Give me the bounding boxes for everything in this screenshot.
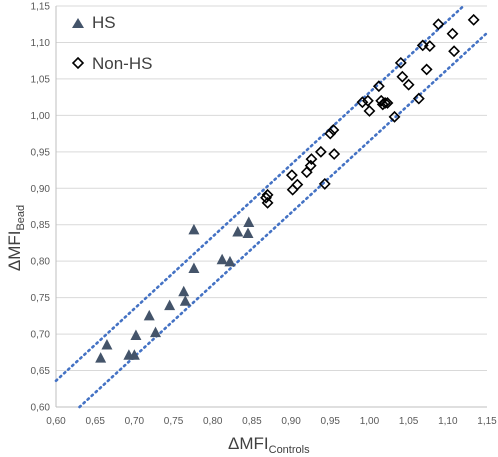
point-hs — [150, 326, 162, 338]
plot-frame — [55, 6, 487, 408]
reference-line-dotted — [78, 31, 489, 409]
y-tick-label: 0,70 — [31, 330, 51, 341]
point-hs — [232, 226, 244, 237]
point-non-hs — [423, 40, 436, 53]
point-non-hs — [324, 127, 337, 140]
x-tick-labels: 0,60 0,65 0,70 0,75 0,80 0,85 0,90 0,95 1,00 1,05… — [46, 416, 497, 427]
y-tick-label: 0,80 — [31, 257, 51, 268]
y-tick-label: 1,15 — [31, 2, 51, 13]
legend-hs-marker — [72, 18, 84, 28]
y-tick-label: 0,95 — [31, 147, 51, 158]
point-non-hs — [261, 188, 274, 201]
x-tick-label: 0,95 — [321, 416, 341, 427]
legend-hs-label: HS — [92, 13, 116, 32]
point-hs — [243, 216, 255, 228]
x-tick-label: 0,80 — [203, 416, 223, 427]
point-non-hs — [379, 97, 392, 109]
point-non-hs — [305, 153, 318, 166]
y-axis-title: ΔMFIBead — [5, 205, 27, 271]
legend-non-hs-marker — [71, 56, 85, 70]
point-non-hs — [396, 70, 409, 83]
point-hs — [101, 339, 113, 350]
reference-line-dotted — [54, 4, 465, 383]
point-hs — [224, 255, 236, 267]
x-tick-label: 1,00 — [360, 416, 380, 427]
point-non-hs — [388, 110, 401, 123]
point-hs — [216, 253, 228, 265]
point-hs — [188, 223, 200, 235]
y-tick-label: 0,75 — [31, 293, 51, 304]
reference-lines — [54, 4, 489, 409]
point-non-hs — [261, 196, 274, 209]
point-hs — [128, 349, 140, 360]
point-non-hs — [363, 105, 376, 117]
legend: HS Non-HS — [71, 13, 152, 73]
point-non-hs — [291, 178, 304, 191]
x-tick-label: 1,05 — [399, 416, 419, 427]
y-tick-label: 1,10 — [31, 38, 51, 49]
x-tick-label: 0,85 — [242, 416, 262, 427]
point-hs — [143, 309, 155, 321]
x-tick-label: 0,65 — [85, 416, 105, 427]
point-non-hs — [446, 27, 459, 40]
data-points — [95, 13, 480, 363]
point-non-hs — [304, 159, 317, 172]
point-hs — [178, 285, 190, 297]
x-tick-label: 0,70 — [125, 416, 145, 427]
point-non-hs — [356, 96, 369, 109]
point-hs — [188, 262, 200, 273]
x-tick-label: 0,90 — [281, 416, 301, 427]
x-axis-title: ΔMFIControls — [228, 434, 310, 456]
y-tick-label: 1,05 — [31, 74, 51, 85]
point-non-hs — [467, 13, 480, 26]
gridlines — [56, 5, 487, 408]
y-tick-labels: 0,60 0,65 0,70 0,75 0,80 0,85 0,90 0,95 1,00 1,05… — [31, 2, 51, 414]
point-non-hs — [327, 124, 340, 136]
point-non-hs — [381, 97, 394, 109]
y-tick-label: 0,60 — [31, 403, 51, 414]
x-tick-label: 1,10 — [438, 416, 458, 427]
y-tick-label: 0,85 — [31, 220, 51, 231]
point-non-hs — [420, 63, 433, 76]
point-non-hs — [318, 177, 331, 190]
point-hs — [95, 352, 107, 363]
point-hs — [242, 227, 254, 238]
point-non-hs — [448, 45, 461, 58]
point-hs — [130, 329, 142, 341]
point-non-hs — [314, 145, 327, 158]
point-non-hs — [260, 191, 272, 204]
point-non-hs — [402, 78, 415, 91]
point-non-hs — [285, 169, 298, 182]
point-non-hs — [361, 94, 374, 107]
point-non-hs — [394, 56, 407, 69]
x-tick-label: 0,60 — [46, 416, 66, 427]
x-tick-label: 1,15 — [477, 416, 497, 427]
point-non-hs — [372, 80, 385, 93]
point-non-hs — [412, 92, 425, 105]
y-tick-label: 0,90 — [31, 184, 51, 195]
point-hs — [179, 295, 191, 306]
x-tick-label: 0,75 — [164, 416, 184, 427]
y-tick-label: 1,00 — [31, 111, 51, 122]
point-non-hs — [286, 183, 299, 196]
point-hs — [164, 299, 176, 311]
legend-non-hs-label: Non-HS — [92, 54, 152, 73]
y-tick-label: 0,65 — [31, 366, 51, 377]
point-non-hs — [416, 39, 429, 52]
point-non-hs — [328, 148, 341, 160]
point-non-hs — [432, 18, 445, 31]
